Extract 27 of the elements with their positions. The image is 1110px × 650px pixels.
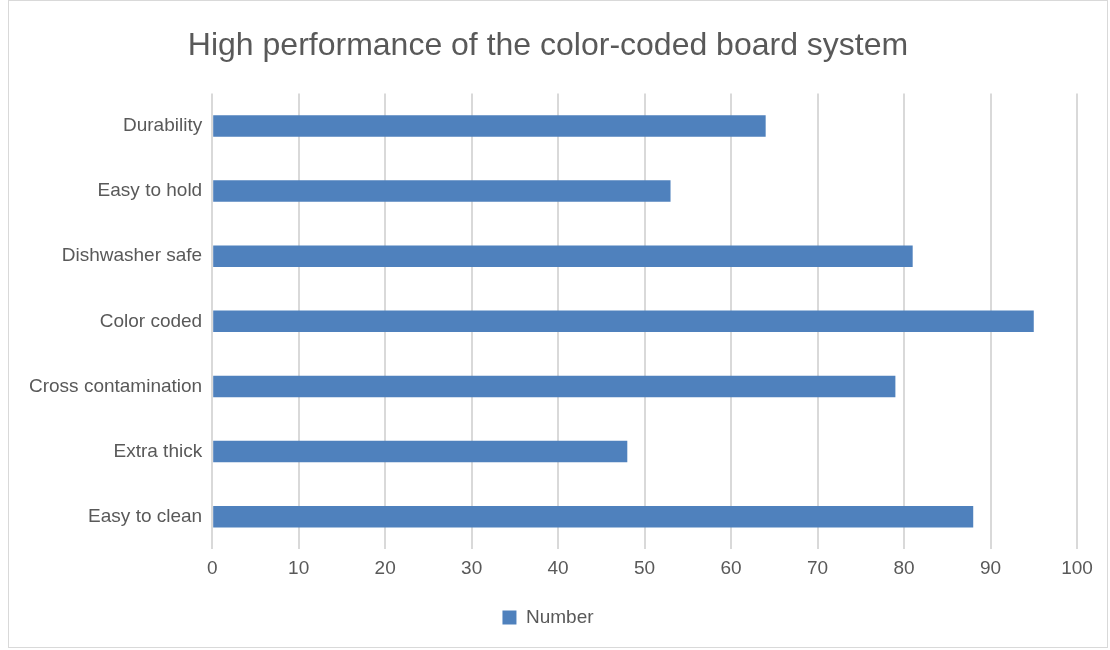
y-tick-label: Color coded — [99, 309, 203, 331]
x-tick-label: 20 — [374, 556, 396, 578]
x-tick-label: 0 — [206, 556, 218, 578]
bar — [213, 505, 974, 528]
y-tick-label: Easy to clean — [88, 504, 203, 526]
bar — [213, 115, 766, 137]
y-tick-label: Dishwasher safe — [61, 244, 203, 266]
bar — [213, 440, 628, 463]
y-tick-label: Extra thick — [113, 439, 203, 461]
x-tick-label: 60 — [720, 556, 742, 578]
x-tick-label: 10 — [288, 556, 310, 578]
x-tick-label: 70 — [806, 556, 829, 578]
y-tick-label: Easy to hold — [97, 179, 203, 201]
x-tick-label: 90 — [979, 556, 1002, 578]
x-tick-label: 80 — [893, 556, 915, 578]
y-tick-label: Cross contamination — [28, 374, 203, 396]
chart-title: High performance of the color-coded board system — [187, 26, 909, 63]
x-tick-label: 40 — [547, 556, 569, 578]
x-tick-label: 100 — [1061, 556, 1093, 578]
x-tick-label: 50 — [634, 556, 656, 578]
x-tick-label: 30 — [461, 556, 483, 578]
bar — [213, 245, 913, 267]
bar — [213, 375, 896, 398]
y-tick-label: Durability — [122, 114, 203, 136]
bar — [213, 310, 1034, 333]
legend-label: Number — [525, 605, 595, 627]
bar — [213, 180, 671, 202]
